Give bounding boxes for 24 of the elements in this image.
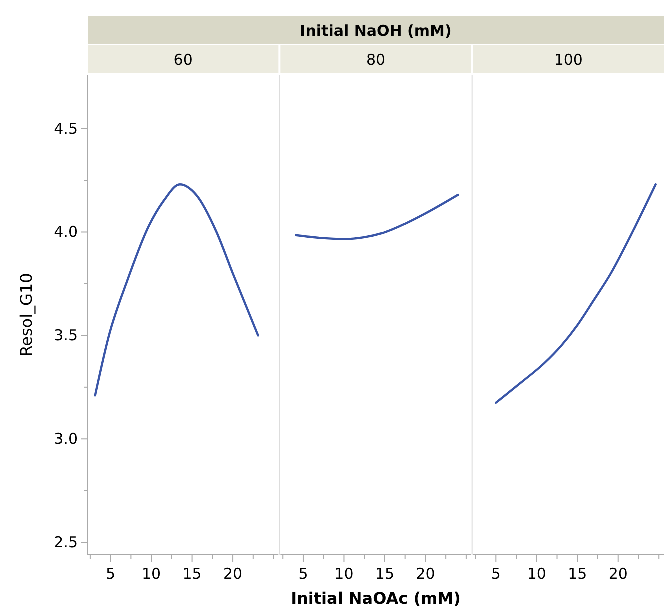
y-tick-label: 4.5 <box>54 120 78 138</box>
x-tick-label: 20 <box>416 565 436 583</box>
chart-title: 60 <box>174 51 193 69</box>
x-tick-label: 10 <box>334 565 354 583</box>
y-tick-label: 4.0 <box>54 223 78 242</box>
x-tick-label: 5 <box>106 565 116 583</box>
x-tick-label: 5 <box>491 565 501 583</box>
x-tick-label: 15 <box>375 565 395 583</box>
x-tick-label: 10 <box>527 565 546 583</box>
x-axis-title: Initial NaOAc (mM) <box>291 589 461 608</box>
y-tick-label: 2.5 <box>54 534 78 552</box>
y-tick-label: 3.0 <box>54 430 78 448</box>
x-tick-label: 20 <box>223 565 243 583</box>
x-tick-label: 20 <box>608 565 628 583</box>
line-series <box>94 184 260 397</box>
chart-title: 100 <box>554 51 583 69</box>
chart-title: 80 <box>366 51 386 69</box>
x-tick-label: 10 <box>142 565 162 583</box>
y-tick-label: 3.5 <box>54 326 78 345</box>
x-tick-label: 5 <box>298 565 308 583</box>
x-tick-label: 15 <box>182 565 202 583</box>
x-tick-label: 15 <box>568 565 588 583</box>
y-axis-title: Resol_G10 <box>17 273 36 357</box>
text: Initial NaOH (mM) <box>300 22 452 40</box>
